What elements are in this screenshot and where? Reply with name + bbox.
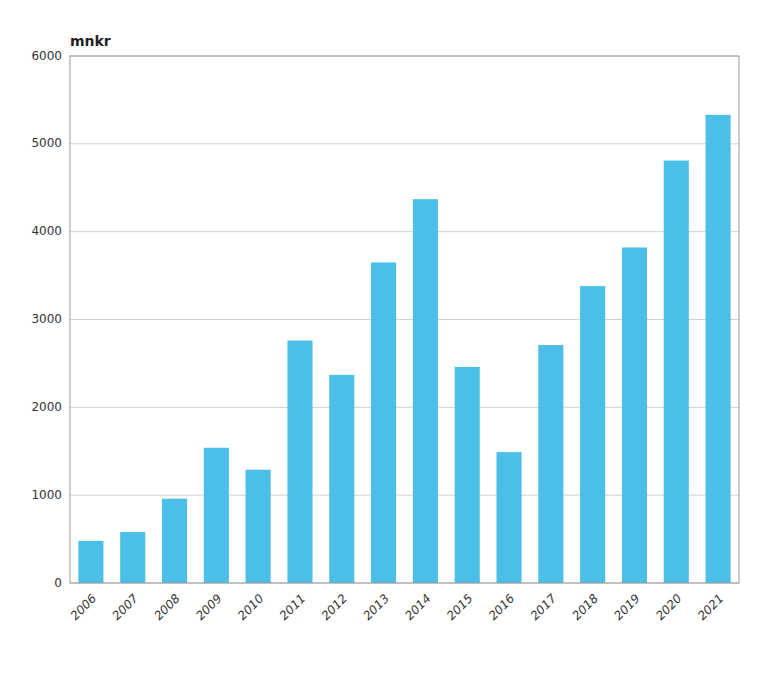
- chart-container: 0100020003000400050006000200620072008200…: [0, 0, 763, 679]
- bar: [538, 345, 563, 583]
- plot-frame: [70, 56, 739, 583]
- bar: [329, 375, 354, 583]
- bars: [78, 115, 730, 583]
- x-tick-label: 2006: [68, 591, 100, 623]
- x-tick-label: 2008: [151, 591, 183, 623]
- x-tick-label: 2019: [611, 591, 642, 622]
- x-axis: 2006 2007 2008 2009 2010 2011 2012 2013 2014 2015…: [68, 591, 727, 623]
- bar: [706, 115, 731, 583]
- chart-svg: 0100020003000400050006000200620072008200…: [0, 0, 763, 679]
- x-tick-label: 2009: [193, 591, 224, 622]
- y-tick-label: 0: [54, 576, 62, 590]
- bar: [78, 541, 103, 583]
- y-tick-label: 2000: [31, 400, 62, 414]
- x-tick-label: 2010: [235, 591, 267, 623]
- bar: [246, 470, 271, 583]
- bar: [622, 247, 647, 583]
- x-tick-label: 2015: [444, 591, 475, 622]
- y-tick-label: 4000: [31, 224, 62, 238]
- y-tick-label: 3000: [31, 312, 62, 326]
- bar: [371, 262, 396, 583]
- x-tick-label: 2020: [653, 591, 685, 623]
- y-tick-label: 6000: [31, 49, 62, 63]
- bar: [455, 367, 480, 583]
- y-axis: 0 1000 2000 3000 4000 5000 6000: [31, 49, 62, 590]
- x-tick-label: 2017: [528, 591, 560, 623]
- x-tick-label: 2013: [360, 591, 391, 622]
- x-tick-label: 2021: [695, 591, 726, 622]
- x-tick-label: 2007: [110, 591, 142, 623]
- x-tick-label: 2011: [277, 591, 308, 622]
- y-tick-label: 1000: [31, 488, 62, 502]
- y-axis-label: mnkr: [70, 33, 111, 49]
- x-tick-label: 2018: [569, 591, 601, 623]
- bar: [664, 161, 689, 583]
- x-tick-label: 2012: [319, 591, 350, 622]
- bar: [287, 341, 312, 583]
- grid-line: [70, 143, 739, 144]
- bar: [580, 286, 605, 583]
- y-tick-label: 5000: [31, 136, 62, 150]
- bar: [496, 452, 521, 583]
- x-tick-label: 2016: [486, 591, 518, 623]
- bar: [120, 532, 145, 583]
- x-tick-label: 2014: [402, 591, 433, 622]
- grid-line: [70, 231, 739, 232]
- grid: [70, 56, 739, 583]
- bar: [162, 499, 187, 583]
- bar: [413, 199, 438, 583]
- bar: [204, 448, 229, 583]
